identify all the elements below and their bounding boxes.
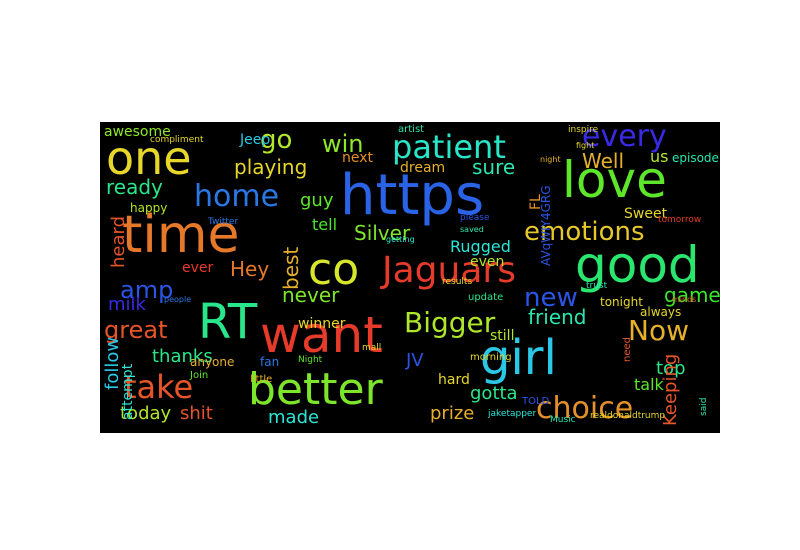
word-jaguars: Jaguars: [380, 250, 516, 291]
word-update: update: [468, 292, 503, 303]
word-https: https: [340, 163, 484, 228]
word-happy: happy: [130, 201, 167, 215]
word-ever: ever: [182, 260, 214, 276]
word-results: results: [442, 277, 472, 287]
word-bigger: Bigger: [404, 306, 496, 339]
word-better: better: [248, 364, 384, 415]
word-ready: ready: [106, 175, 163, 199]
word-compliment: compliment: [150, 135, 204, 145]
word-top: top: [656, 358, 686, 379]
word-dream: dream: [400, 160, 445, 176]
word-realdonaldtrump: realdonaldtrump: [590, 411, 665, 421]
word-sweet: Sweet: [624, 206, 668, 222]
word-next: next: [342, 150, 374, 166]
word-sure: sure: [472, 155, 515, 179]
word-new: new: [524, 283, 578, 313]
word-night: night: [540, 155, 561, 164]
word-well: Well: [582, 149, 624, 173]
word-every: every: [582, 122, 667, 154]
word-playing: playing: [234, 155, 307, 179]
word-amp: amp: [120, 276, 173, 304]
word-getting: getting: [386, 235, 415, 244]
word-inspire: inspire: [568, 125, 599, 135]
word-co: co: [308, 244, 359, 295]
word-take: take: [124, 368, 193, 406]
word-twitter: Twitter: [207, 217, 238, 227]
word-one: one: [106, 131, 192, 185]
word-never: never: [282, 283, 340, 307]
word-fl: FL: [528, 194, 544, 210]
word-said: said: [699, 398, 709, 416]
word-home: home: [194, 179, 279, 214]
word-friend: friend: [528, 305, 587, 329]
word-fan: fan: [260, 355, 279, 369]
word-tell: tell: [312, 215, 337, 234]
word-always: always: [640, 305, 681, 319]
word-emotions: emotions: [524, 217, 645, 247]
word-win: win: [322, 130, 364, 158]
word-game: game: [664, 283, 720, 307]
word-join: Join: [189, 370, 208, 381]
word-episode: episode: [672, 151, 719, 165]
word-rugged: Rugged: [450, 237, 511, 256]
word-keeping: Keeping: [660, 354, 681, 426]
word-shit: shit: [180, 403, 213, 424]
word-jaketapper: jaketapper: [487, 409, 536, 419]
word-told: TOLD: [521, 396, 550, 407]
word-jeep: Jeep: [239, 132, 270, 148]
word-anyone: anyone: [190, 355, 234, 369]
word-love: love: [562, 151, 667, 209]
word-now: Now: [628, 314, 689, 347]
word-heard: heard: [108, 216, 129, 268]
word-jv: JV: [405, 350, 424, 371]
word-made: made: [268, 407, 319, 428]
word-prize: prize: [430, 403, 474, 424]
word-thanks: thanks: [152, 346, 213, 367]
word-time: time: [122, 205, 239, 265]
word-talk: talk: [634, 375, 665, 394]
word-little: little: [250, 374, 272, 385]
cloud-background: [100, 122, 720, 433]
word-guy: guy: [300, 190, 334, 211]
word-still: still: [490, 328, 514, 344]
word-even: even: [470, 254, 504, 270]
word-winner: winner: [298, 316, 346, 332]
word-cloud: https love good time one want better girl RT co Ja…: [100, 122, 720, 433]
word-saved: saved: [460, 225, 484, 234]
word-hard: hard: [438, 372, 470, 388]
word-great: great: [104, 316, 167, 344]
word-go: go: [260, 125, 292, 155]
word-us: us: [650, 147, 668, 166]
word-awesome: awesome: [104, 124, 171, 140]
word-trust: trust: [586, 281, 608, 291]
word-milk: milk: [108, 294, 147, 315]
word-artist: artist: [398, 124, 424, 135]
word-hey: Hey: [230, 257, 269, 281]
word-choice: choice: [536, 391, 633, 426]
word-need: need: [622, 337, 633, 362]
word-want: want: [260, 306, 383, 364]
word-patient: patient: [392, 128, 506, 166]
word-morning: morning: [470, 352, 512, 363]
word-today: today: [120, 403, 172, 424]
word-silver: Silver: [354, 221, 411, 245]
word-rt: RT: [198, 294, 258, 350]
word-gotta: gotta: [470, 383, 518, 404]
word-fight: fight: [576, 141, 594, 150]
word-people: people: [164, 295, 191, 304]
word-music: Music: [550, 415, 576, 425]
word-girl: girl: [480, 330, 557, 386]
word-tonight: tonight: [600, 295, 643, 309]
word-best: best: [279, 247, 303, 290]
word-mall: mall: [362, 343, 381, 353]
word-avqwiy4grg: AVqWIY4GRG: [539, 185, 553, 266]
word-attempt: attempt: [120, 363, 136, 420]
word-night: Night: [298, 355, 323, 365]
word-tomorrow: tomorrow: [658, 215, 701, 225]
word-minds: minds: [672, 295, 696, 304]
word-good: good: [575, 236, 700, 294]
word-please: please: [460, 213, 490, 223]
word-follow: follow: [102, 337, 123, 390]
